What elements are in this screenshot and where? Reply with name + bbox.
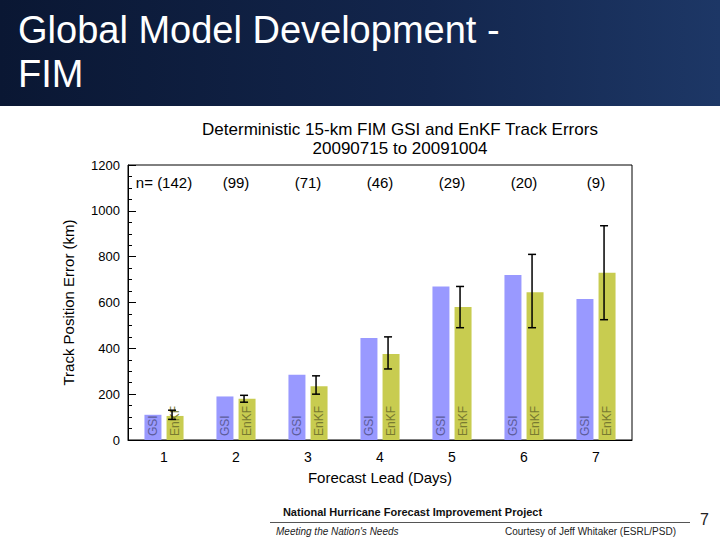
svg-text:2: 2 [232, 449, 240, 465]
svg-text:EnKF: EnKF [312, 406, 326, 436]
svg-text:5: 5 [448, 449, 456, 465]
svg-text:7: 7 [592, 449, 600, 465]
svg-text:EnKF: EnKF [168, 406, 182, 436]
svg-text:1: 1 [160, 449, 168, 465]
svg-text:(99): (99) [223, 174, 250, 191]
html-text:7: 7 [700, 511, 709, 528]
svg-text:(29): (29) [439, 174, 466, 191]
svg-text:GSI: GSI [506, 415, 520, 436]
svg-text:GSI: GSI [578, 415, 592, 436]
html-text:National Hurricane Forecast Im: National Hurricane Forecast Improvement … [282, 506, 543, 518]
svg-text:GSI: GSI [290, 415, 304, 436]
html-text:Meeting the Nation's Needs: Meeting the Nation's Needs [276, 526, 399, 537]
svg-text:(20): (20) [511, 174, 538, 191]
svg-text:6: 6 [520, 449, 528, 465]
svg-text:GSI: GSI [146, 415, 160, 436]
svg-text:EnKF: EnKF [384, 406, 398, 436]
svg-text:EnKF: EnKF [528, 406, 542, 436]
svg-text:800: 800 [98, 249, 120, 264]
svg-text:EnKF: EnKF [240, 406, 254, 436]
svg-text:Deterministic 15-km FIM GSI an: Deterministic 15-km FIM GSI and EnKF Tra… [202, 120, 598, 139]
svg-text:EnKF: EnKF [456, 406, 470, 436]
svg-text:GSI: GSI [434, 415, 448, 436]
svg-text:20090715 to 20091004: 20090715 to 20091004 [313, 139, 488, 158]
svg-text:(71): (71) [295, 174, 322, 191]
svg-text:Forecast Lead (Days): Forecast Lead (Days) [308, 469, 452, 486]
html-text:Global Model Development -: Global Model Development - [18, 9, 500, 51]
svg-text:4: 4 [376, 449, 384, 465]
html-text:Courtesy of Jeff Whitaker (ESR: Courtesy of Jeff Whitaker (ESRL/PSD) [505, 526, 676, 537]
svg-text:GSI: GSI [218, 415, 232, 436]
svg-text:3: 3 [304, 449, 312, 465]
svg-text:(46): (46) [367, 174, 394, 191]
html-text:FIM: FIM [18, 53, 84, 95]
svg-text:0: 0 [113, 433, 120, 448]
svg-text:EnKF: EnKF [600, 406, 614, 436]
svg-text:200: 200 [98, 387, 120, 402]
svg-text:1200: 1200 [91, 158, 120, 173]
svg-text:1000: 1000 [91, 203, 120, 218]
svg-text:GSI: GSI [362, 415, 376, 436]
svg-text:(9): (9) [587, 174, 605, 191]
svg-text:600: 600 [98, 295, 120, 310]
svg-text:Track Position Error (km): Track Position Error (km) [60, 219, 77, 385]
svg-text:n= (142): n= (142) [136, 174, 192, 191]
svg-text:400: 400 [98, 341, 120, 356]
